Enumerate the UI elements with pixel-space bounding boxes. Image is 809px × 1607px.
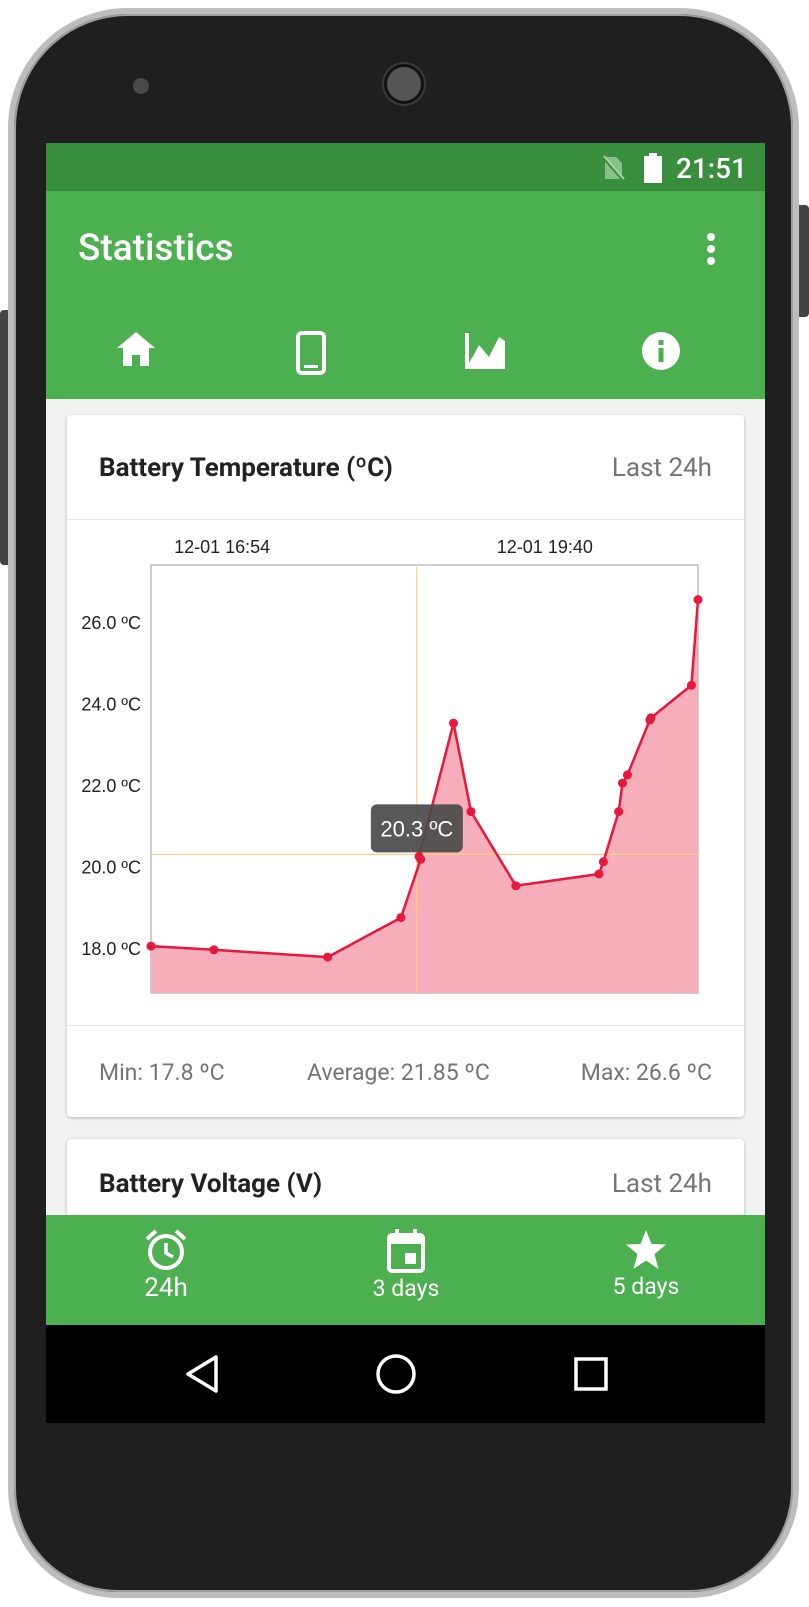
- app-bar: Statistics: [46, 191, 765, 399]
- recents-icon: [573, 1356, 609, 1392]
- temperature-chart[interactable]: 18.0 ºC 20.0 ºC 22.0 ºC 24.0 ºC 26.0 ºC 12-01…: [67, 519, 744, 1025]
- data-point: [614, 807, 623, 816]
- stat-min: Min: 17.8 ºC: [99, 1059, 225, 1086]
- tab-info[interactable]: [571, 331, 751, 399]
- status-bar: 21:51: [46, 143, 765, 191]
- data-point: [594, 869, 603, 878]
- data-point: [599, 857, 608, 866]
- data-point: [323, 953, 332, 962]
- back-icon: [184, 1354, 220, 1394]
- alarm-icon: [144, 1229, 188, 1271]
- page-title: Statistics: [78, 227, 234, 270]
- divider: [67, 1025, 744, 1026]
- card-title: Battery Temperature (ºC): [99, 453, 393, 483]
- data-point: [511, 881, 520, 890]
- data-point: [415, 852, 424, 861]
- front-camera: [384, 64, 424, 104]
- data-point: [618, 779, 627, 788]
- y-tick-label: 20.0 ºC: [81, 858, 141, 878]
- recents-button[interactable]: [561, 1349, 621, 1399]
- top-time-label: 12-01 19:40: [497, 537, 593, 557]
- tab-device[interactable]: [221, 331, 401, 399]
- stat-max: Max: 26.6 ºC: [581, 1059, 712, 1086]
- no-sim-icon: [601, 155, 625, 181]
- stat-average: Average: 21.85 ºC: [307, 1059, 490, 1086]
- screen: 21:51 Statistics: [46, 143, 765, 1423]
- tooltip-label: 20.3 ºC: [380, 816, 453, 841]
- data-point: [396, 913, 405, 922]
- back-button[interactable]: [172, 1349, 232, 1399]
- bottom-nav-label: 3 days: [373, 1275, 440, 1302]
- more-vert-icon[interactable]: [696, 229, 726, 269]
- proximity-sensor: [133, 78, 149, 94]
- chart-icon: [465, 331, 507, 369]
- y-tick-label: 26.0 ºC: [81, 613, 141, 633]
- voltage-card: Battery Voltage (V) Last 24h: [67, 1139, 744, 1215]
- data-point: [449, 719, 458, 728]
- bottom-nav-label: 5 days: [613, 1273, 680, 1300]
- series-area: [151, 600, 698, 993]
- data-point: [623, 770, 632, 779]
- bottom-navigation: 24h 3 days 5 days: [46, 1215, 765, 1325]
- temperature-card: Battery Temperature (ºC) Last 24h 18.0 º…: [67, 415, 744, 1117]
- home-icon: [116, 331, 156, 367]
- top-time-label: 12-01 16:54: [174, 537, 270, 557]
- card2-range: Last 24h: [612, 1169, 712, 1199]
- status-time: 21:51: [676, 152, 747, 185]
- data-point: [209, 945, 218, 954]
- data-point: [687, 681, 696, 690]
- y-tick-label: 22.0 ºC: [81, 776, 141, 796]
- card2-title: Battery Voltage (V): [99, 1169, 322, 1199]
- info-icon: [641, 331, 681, 371]
- card-range: Last 24h: [612, 453, 712, 483]
- data-point: [147, 942, 156, 951]
- bottom-nav-24h[interactable]: 24h: [46, 1215, 286, 1325]
- y-tick-label: 18.0 ºC: [81, 939, 141, 959]
- y-tick-label: 24.0 ºC: [81, 695, 141, 715]
- system-navigation-bar: [46, 1325, 765, 1423]
- power-button: [799, 205, 809, 317]
- bottom-nav-label: 24h: [144, 1273, 188, 1303]
- tab-home[interactable]: [46, 331, 226, 399]
- data-point: [466, 807, 475, 816]
- content-scroll[interactable]: Battery Temperature (ºC) Last 24h 18.0 º…: [46, 399, 765, 1215]
- data-point: [694, 595, 703, 604]
- tab-statistics[interactable]: [396, 331, 576, 399]
- bottom-nav-5-days[interactable]: 5 days: [526, 1215, 765, 1325]
- home-button[interactable]: [366, 1349, 426, 1399]
- calendar-icon: [386, 1229, 426, 1273]
- home-circle-icon: [375, 1353, 417, 1395]
- data-point: [646, 713, 655, 722]
- bottom-nav-3-days[interactable]: 3 days: [286, 1215, 526, 1325]
- phone-icon: [296, 331, 326, 375]
- battery-full-icon: [642, 153, 664, 183]
- star-icon: [624, 1229, 668, 1271]
